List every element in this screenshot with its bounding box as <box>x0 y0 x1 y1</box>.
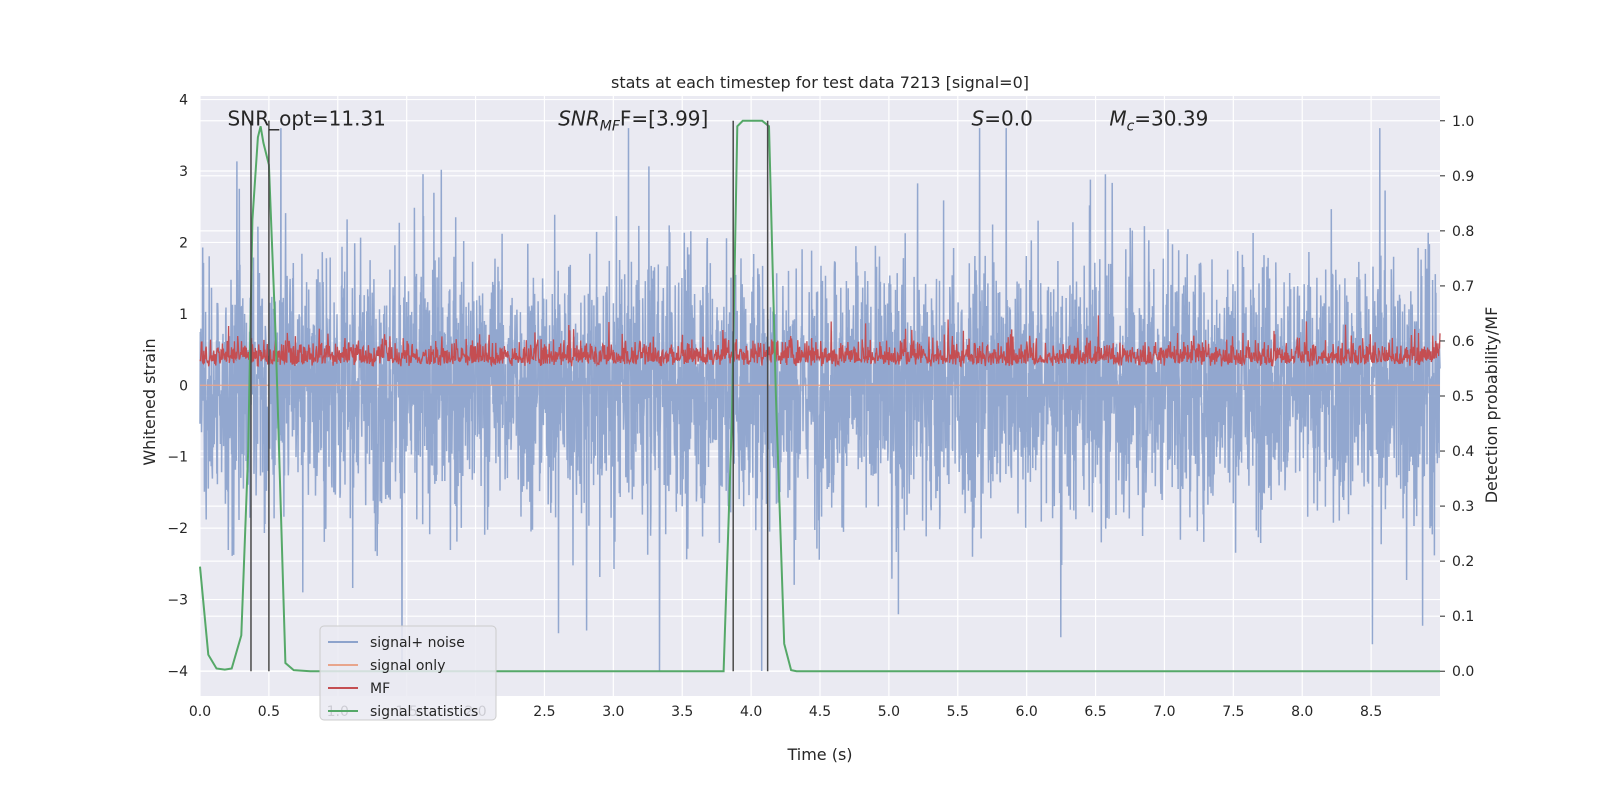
y-tick-label-left: 3 <box>179 164 188 180</box>
x-tick-label: 5.5 <box>947 704 969 720</box>
y-tick-label-right: 0.4 <box>1452 444 1474 460</box>
legend-label: signal statistics <box>370 704 478 720</box>
y-ticks-right: 0.0 0.1 0.2 0.3 0.4 0.5 0.6 0.7 0.8 0.9 1.0 <box>1440 114 1474 680</box>
y-tick-label-left: −4 <box>167 664 188 680</box>
annotation-label: SNR_opt=11.31 <box>228 106 386 130</box>
x-axis-label: Time (s) <box>786 745 852 764</box>
legend-label: signal only <box>370 658 445 674</box>
x-tick-label: 8.0 <box>1291 704 1313 720</box>
y-tick-label-right: 0.8 <box>1452 224 1474 240</box>
y-tick-label-right: 1.0 <box>1452 114 1474 130</box>
y-tick-label-left: −2 <box>167 521 188 537</box>
x-tick-label: 0.0 <box>189 704 211 720</box>
x-tick-label: 3.0 <box>602 704 624 720</box>
annotations: SNR_opt=11.31 SNRMFF=[3.99] S=0.0 Mc=30.39 <box>228 106 1209 134</box>
x-tick-label: 6.5 <box>1084 704 1106 720</box>
annotation-label: SNRMFF=[3.99] <box>558 106 708 134</box>
y-tick-label-left: −1 <box>167 450 188 466</box>
y-tick-label-right: 0.1 <box>1452 609 1474 625</box>
y-tick-label-left: 0 <box>179 378 188 394</box>
y-tick-label-right: 0.6 <box>1452 334 1474 350</box>
y-axis-label-left: Whitened strain <box>140 338 159 465</box>
legend: signal+ noise signal only MF signal statist… <box>319 625 497 721</box>
x-tick-label: 5.0 <box>878 704 900 720</box>
y-tick-label-right: 0.0 <box>1452 664 1474 680</box>
series-mf <box>199 315 1441 368</box>
chart-title: stats at each timestep for test data 721… <box>611 73 1029 92</box>
x-tick-label: 7.0 <box>1153 704 1175 720</box>
x-tick-label: 2.5 <box>533 704 555 720</box>
y-tick-label-right: 0.2 <box>1452 554 1474 570</box>
y-tick-label-right: 0.9 <box>1452 169 1474 185</box>
x-tick-label: 7.5 <box>1222 704 1244 720</box>
y-tick-label-left: −3 <box>167 593 188 609</box>
y-tick-label-left: 4 <box>179 93 188 109</box>
x-tick-label: 0.5 <box>258 704 280 720</box>
y-tick-label-right: 0.7 <box>1452 279 1474 295</box>
x-tick-label: 4.5 <box>809 704 831 720</box>
legend-label: signal+ noise <box>370 635 465 651</box>
y-axis-label-right: Detection probability/MF <box>1482 307 1501 504</box>
x-tick-label: 6.0 <box>1016 704 1038 720</box>
y-tick-label-right: 0.3 <box>1452 499 1474 515</box>
y-tick-label-left: 2 <box>179 235 188 251</box>
annotation-label: Mc=30.39 <box>1109 106 1208 134</box>
y-tick-label-left: 1 <box>179 307 188 323</box>
y-tick-label-right: 0.5 <box>1452 389 1474 405</box>
annotation-label: S=0.0 <box>972 106 1033 130</box>
y-ticks-left: −4 −3 −2 −1 0 1 2 3 4 <box>167 93 188 680</box>
legend-box <box>319 625 497 721</box>
series-signal-noise <box>199 128 1441 672</box>
x-tick-label: 8.5 <box>1360 704 1382 720</box>
detection-markers <box>250 120 769 672</box>
legend-label: MF <box>370 681 390 697</box>
x-tick-label: 3.5 <box>671 704 693 720</box>
x-tick-label: 4.0 <box>740 704 762 720</box>
